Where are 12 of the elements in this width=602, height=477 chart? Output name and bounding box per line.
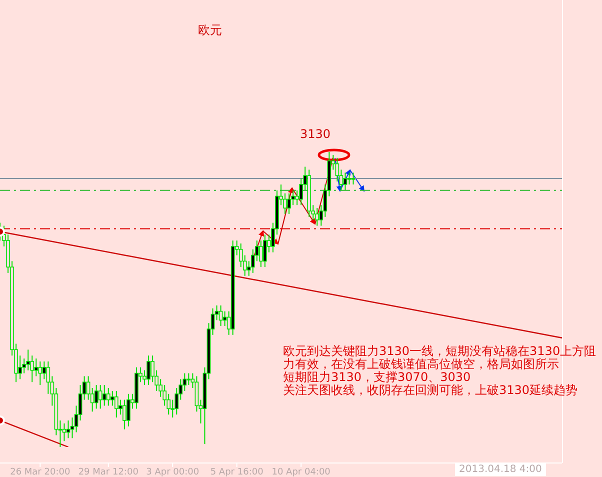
text: 2013.04.18 4:00 <box>455 463 546 476</box>
chart-title: 欧元 <box>198 22 222 39</box>
x-tick-label: 10 Apr 04:00 <box>272 468 331 477</box>
annotation: 力有效，在没有上破钱谨值高位做空，格局如图所示 <box>283 357 559 371</box>
annotation: 欧元到达关键阻力3130一线，短期没有站稳在3130上方阻 <box>283 344 596 358</box>
x-tick-label: 29 Mar 12:00 <box>78 468 139 477</box>
annotation: 关注天图收线，收阴存在回测可能，上破3130延续趋势 <box>283 383 578 397</box>
x-tick-label: 26 Mar 20:00 <box>10 468 70 477</box>
text: 3130 <box>300 127 331 141</box>
x-tick-label: 5 Apr 16:00 <box>210 468 264 477</box>
annotation: 短期阻力3130，支撑3070、3030 <box>283 370 471 384</box>
x-tick-label: 3 Apr 00:00 <box>146 468 200 477</box>
